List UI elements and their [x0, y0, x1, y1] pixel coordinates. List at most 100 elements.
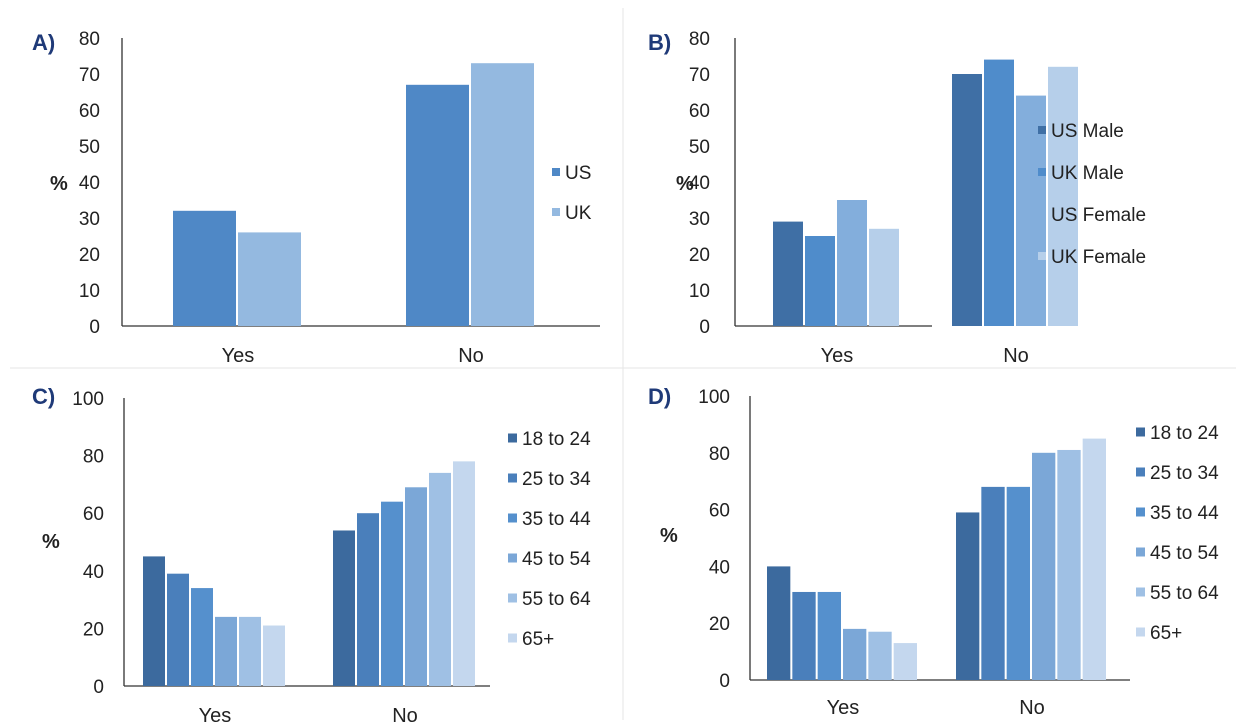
chart-panel-4: D)% 0 20 40 60 80 100 Yes No 18 to 24 25 to 34 35 t…: [648, 384, 1219, 719]
y-axis-label: %: [50, 173, 68, 195]
y-tick-label: 40: [689, 173, 710, 194]
legend-swatch: [1136, 587, 1145, 597]
bar-65--yes: [893, 643, 917, 680]
x-category-label: Yes: [199, 705, 232, 724]
legend-swatch: [508, 593, 517, 603]
y-tick-label: 100: [698, 387, 730, 408]
bar-us-yes: [173, 210, 236, 326]
legend-label: US Female: [1051, 205, 1146, 226]
y-tick-label: 60: [689, 101, 710, 122]
panel-letter: A): [32, 30, 55, 55]
y-tick-label: 70: [689, 65, 710, 86]
y-tick-label: 30: [689, 209, 710, 230]
legend-label: 25 to 34: [522, 469, 591, 490]
y-tick-label: 80: [83, 447, 104, 468]
legend-swatch: [1136, 467, 1145, 477]
y-tick-label: 10: [79, 281, 100, 302]
bar-25-to-34-no: [357, 513, 379, 686]
legend-swatch: [1136, 507, 1145, 517]
y-tick-label: 20: [709, 614, 730, 635]
legend-swatch: [508, 633, 517, 643]
legend-swatch: [1038, 252, 1046, 260]
y-tick-label: 0: [699, 317, 710, 338]
legend-label: 18 to 24: [1150, 423, 1219, 444]
legend-label: 55 to 64: [1150, 583, 1219, 604]
legend-swatch: [508, 433, 517, 443]
y-axis-label: %: [676, 173, 694, 195]
y-tick-label: 80: [689, 29, 710, 50]
legend-label: 65+: [522, 629, 554, 650]
legend-label: 55 to 64: [522, 589, 591, 610]
legend-swatch: [508, 553, 517, 563]
x-category-label: Yes: [821, 345, 854, 367]
y-tick-label: 40: [79, 173, 100, 194]
y-tick-label: 10: [689, 281, 710, 302]
bar-35-to-44-yes: [817, 591, 841, 680]
y-tick-label: 30: [79, 209, 100, 230]
bar-55-to-64-yes: [239, 616, 261, 686]
bar-65--no: [1082, 438, 1106, 680]
bar-45-to-54-no: [405, 487, 427, 686]
legend-label: 35 to 44: [522, 509, 591, 530]
bar-25-to-34-yes: [167, 573, 189, 686]
legend-swatch: [1038, 210, 1046, 218]
legend-label: 45 to 54: [1150, 543, 1219, 564]
legend-label: UK: [565, 203, 592, 224]
bar-uk-yes: [238, 232, 301, 326]
panel-letter: D): [648, 384, 671, 409]
bar-uk-female-yes: [869, 228, 899, 326]
bar-55-to-64-no: [1057, 449, 1081, 680]
legend-swatch: [1038, 126, 1046, 134]
legend-swatch: [1136, 427, 1145, 437]
y-tick-label: 40: [709, 557, 730, 578]
legend-swatch: [508, 513, 517, 523]
legend-label: 18 to 24: [522, 429, 591, 450]
legend-swatch: [552, 168, 560, 176]
x-category-label: No: [1003, 345, 1029, 367]
x-category-label: No: [458, 345, 484, 367]
y-tick-label: 0: [93, 677, 104, 698]
bar-45-to-54-yes: [215, 616, 237, 686]
legend-label: 35 to 44: [1150, 503, 1219, 524]
bar-55-to-64-yes: [868, 631, 892, 680]
bar-us-no: [406, 84, 469, 326]
bar-25-to-34-no: [981, 486, 1005, 680]
bar-18-to-24-no: [956, 512, 980, 680]
bar-us-male-no: [952, 74, 982, 326]
bar-us-male-yes: [773, 221, 803, 326]
y-tick-label: 60: [709, 501, 730, 522]
y-tick-label: 20: [79, 245, 100, 266]
bar-uk-no: [471, 63, 534, 326]
y-tick-label: 0: [719, 671, 730, 692]
x-category-label: Yes: [222, 345, 255, 367]
y-tick-label: 0: [89, 317, 100, 338]
y-axis-label: %: [42, 531, 60, 553]
bar-65--yes: [263, 625, 285, 686]
bar-35-to-44-no: [381, 501, 403, 686]
legend-swatch: [1038, 168, 1046, 176]
bar-uk-female-no: [1048, 66, 1078, 327]
y-tick-label: 20: [83, 619, 104, 640]
y-tick-label: 50: [689, 137, 710, 158]
legend-label: US Male: [1051, 121, 1124, 142]
bar-us-female-yes: [837, 200, 867, 326]
legend-swatch: [552, 208, 560, 216]
legend-label: 65+: [1150, 623, 1182, 644]
bar-45-to-54-yes: [843, 628, 867, 680]
legend-label: 45 to 54: [522, 549, 591, 570]
chart-panel-3: C)% 0 20 40 60 80 100 Yes No 18 to 24 25 to 34 35 t…: [32, 384, 591, 724]
bar-45-to-54-no: [1032, 452, 1056, 680]
x-category-label: No: [392, 705, 418, 724]
x-category-label: Yes: [827, 697, 860, 719]
y-tick-label: 60: [79, 101, 100, 122]
y-tick-label: 60: [83, 504, 104, 525]
bar-35-to-44-no: [1006, 486, 1030, 680]
legend-label: US: [565, 163, 591, 184]
legend-swatch: [1136, 547, 1145, 557]
x-category-label: No: [1019, 697, 1045, 719]
legend-label: UK Female: [1051, 247, 1146, 268]
bar-18-to-24-yes: [767, 566, 791, 680]
y-tick-label: 70: [79, 65, 100, 86]
bar-uk-male-no: [984, 59, 1014, 326]
bar-uk-male-yes: [805, 236, 835, 326]
